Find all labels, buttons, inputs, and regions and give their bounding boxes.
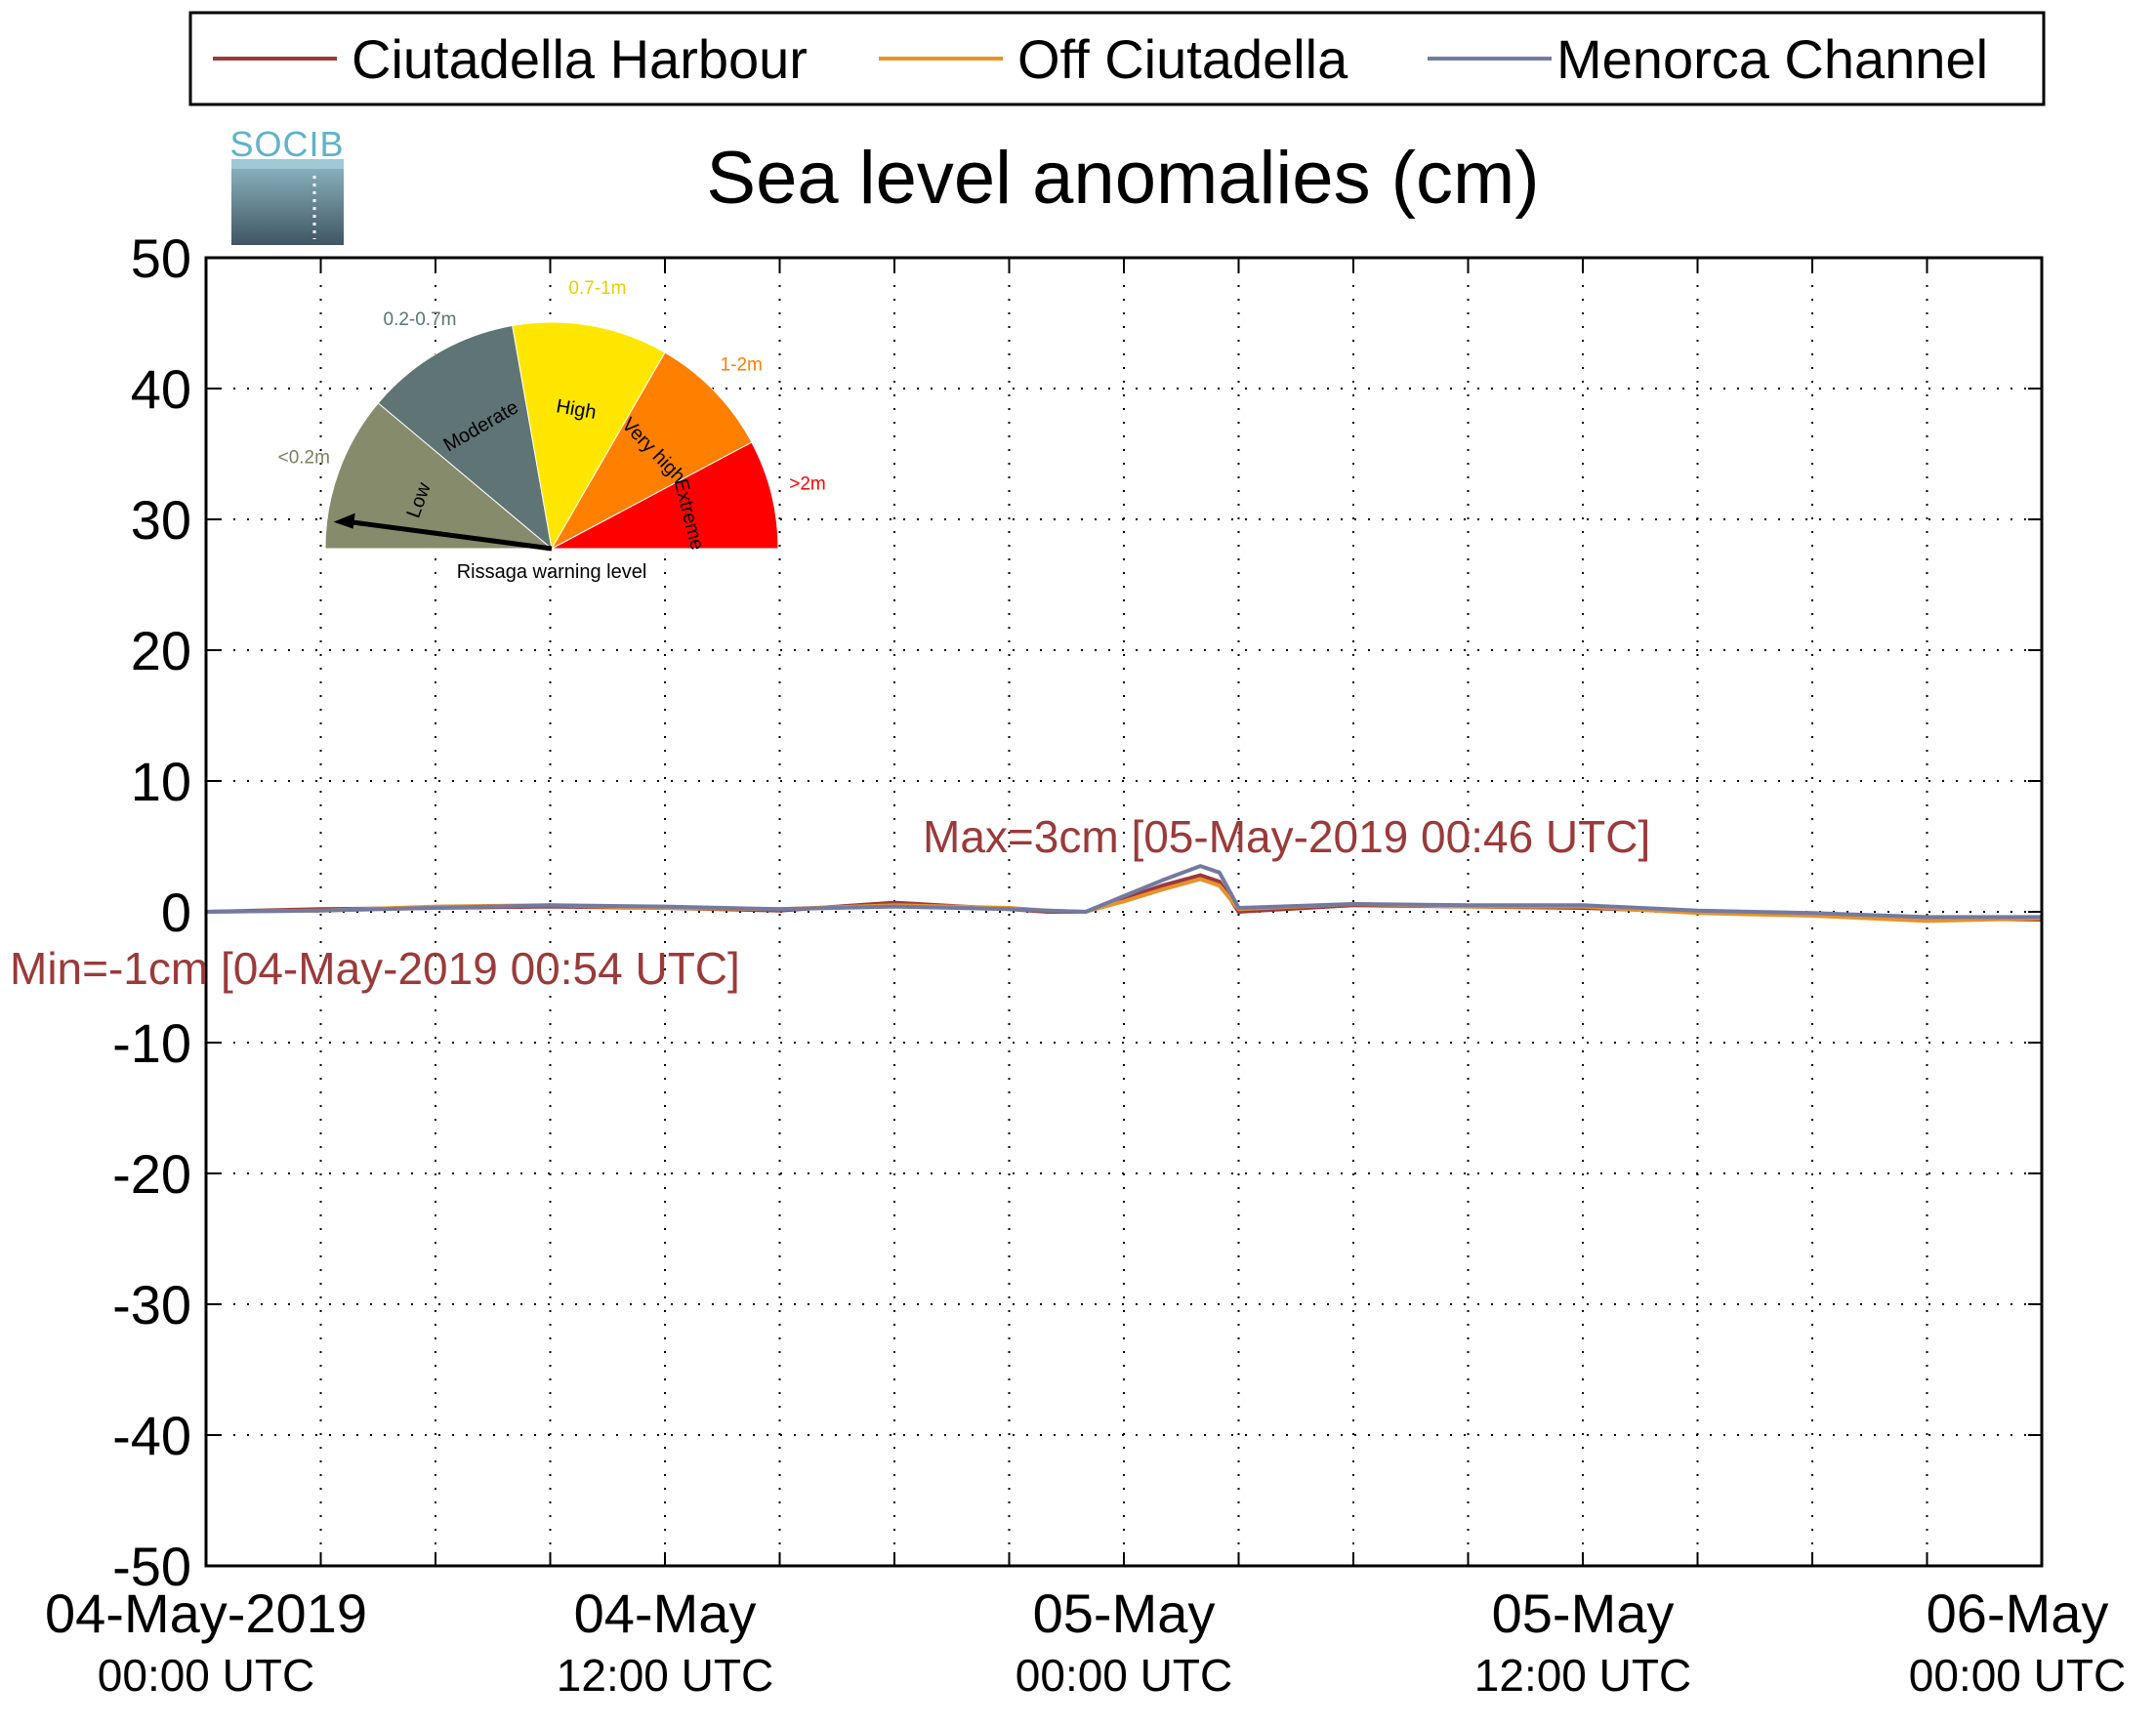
x-tick-label-time: 12:00 UTC	[557, 1650, 773, 1701]
y-tick-label: 50	[131, 227, 191, 289]
y-tick-label: -50	[112, 1536, 191, 1597]
gauge-range-label: 0.7-1m	[568, 278, 626, 299]
gauge-needle	[352, 519, 553, 552]
legend-label-ciutadella-harbour: Ciutadella Harbour	[352, 28, 808, 90]
y-tick-label: -10	[112, 1012, 191, 1074]
socib-logo: SOCIB	[229, 124, 344, 245]
min-annotation: Min=-1cm [04-May-2019 00:54 UTC]	[10, 943, 740, 994]
max-annotation: Max=3cm [05-May-2019 00:46 UTC]	[923, 811, 1650, 862]
series-lines	[205, 864, 2043, 924]
x-axis: 04-May-2019 00:00 UTC 04-May 12:00 UTC 05-Ma…	[45, 258, 2126, 1701]
legend-frame	[188, 11, 2046, 106]
y-tick-label: -30	[112, 1274, 191, 1335]
gauge-segment-very-high	[550, 351, 753, 551]
legend-label-off-ciutadella: Off Ciutadella	[1017, 28, 1348, 90]
legend: Ciutadella Harbour Off Ciutadella Menorc…	[188, 11, 2046, 106]
gauge-range-label: >2m	[789, 474, 826, 495]
series-line-menorca-channel	[205, 864, 2042, 920]
y-tick-label: 40	[131, 358, 191, 420]
x-tick-label-date: 05-May	[1033, 1582, 1216, 1644]
chart-title: Sea level anomalies (cm)	[706, 137, 1539, 220]
grid	[206, 258, 2042, 1566]
y-tick-label: -20	[112, 1143, 191, 1205]
x-tick-label-date: 04-May	[574, 1582, 757, 1644]
y-tick-label: 10	[131, 751, 191, 812]
gauge-segment-low	[324, 402, 554, 550]
x-tick-label-time: 00:00 UTC	[1909, 1650, 2126, 1701]
gauge-range-label: 1-2m	[721, 354, 763, 375]
x-tick-label-time: 12:00 UTC	[1474, 1650, 1691, 1701]
x-tick-label-date: 06-May	[1927, 1582, 2109, 1644]
x-tick-label-time: 00:00 UTC	[98, 1650, 314, 1701]
gauge-segment-high	[512, 321, 666, 551]
gauge-segment-extreme	[551, 441, 779, 550]
y-tick-label: -40	[112, 1405, 191, 1466]
y-tick-label: 30	[131, 489, 191, 551]
socib-logo-text: SOCIB	[229, 124, 344, 164]
y-axis: -50 -40 -30 -20 -10 0 10 20 30 40 50	[112, 227, 2042, 1597]
y-tick-label: 20	[131, 620, 191, 681]
plot-frame	[204, 256, 2044, 1568]
gauge-range-label: <0.2m	[278, 448, 330, 469]
x-tick-label-time: 00:00 UTC	[1016, 1650, 1232, 1701]
gauge-segment-moderate	[377, 324, 553, 551]
gauge-caption: Rissaga warning level	[457, 561, 647, 583]
gauge-needle-arrowhead	[333, 513, 355, 529]
x-tick-label-date: 05-May	[1492, 1582, 1675, 1644]
legend-label-menorca-channel: Menorca Channel	[1556, 28, 1988, 90]
x-tick-label-date: 04-May-2019	[45, 1582, 367, 1644]
gauge-range-label: 0.2-0.7m	[384, 309, 457, 330]
y-tick-label: 0	[161, 882, 191, 943]
